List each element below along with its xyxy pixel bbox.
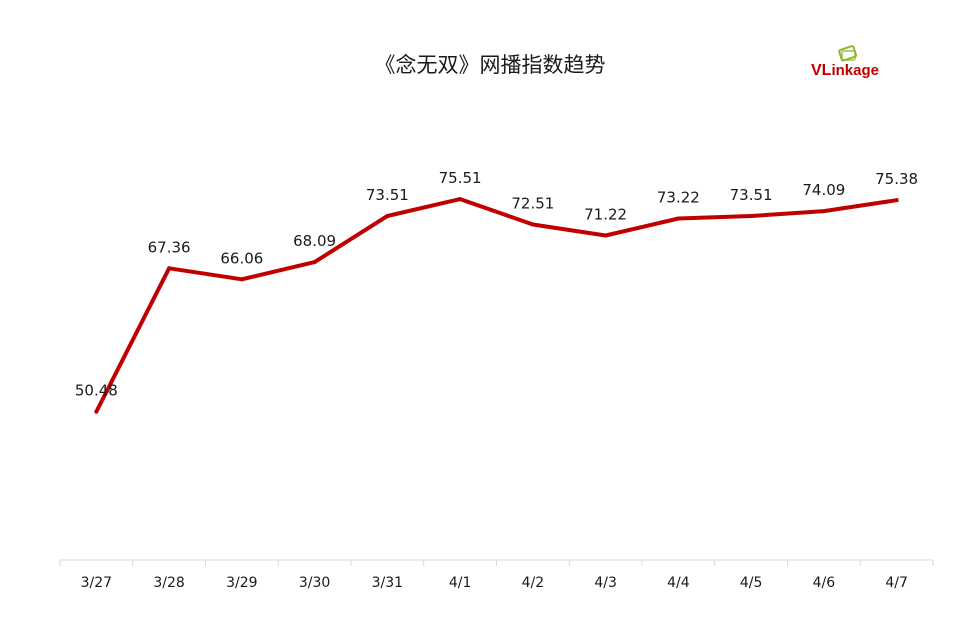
x-tick-label: 3/30	[299, 575, 330, 591]
chart-title: 《念无双》网播指数趋势	[375, 53, 606, 77]
x-tick-label: 4/1	[449, 575, 472, 591]
x-tick-label: 4/5	[740, 575, 763, 591]
x-tick-label: 3/28	[153, 575, 184, 591]
x-tick-label: 3/31	[372, 575, 403, 591]
x-tick-label: 4/7	[885, 575, 908, 591]
data-label: 74.09	[802, 181, 845, 199]
data-point	[385, 214, 390, 219]
data-label: 75.51	[439, 169, 482, 187]
data-label: 50.48	[75, 382, 118, 400]
data-point	[894, 198, 899, 203]
x-tick-label: 3/27	[81, 575, 112, 591]
data-point	[676, 216, 681, 221]
x-axis	[59, 559, 934, 566]
vlinkage-logo: VLinkage	[811, 45, 879, 79]
x-tick-labels: 3/27 3/28 3/29 3/30 3/31 4/1 4/2 4/3 4/4 4/5 4/6 4/…	[81, 575, 908, 591]
data-point	[821, 209, 826, 214]
data-labels: 50.48 67.36 66.06 68.09 73.51 75.51 72.51 71.22…	[75, 169, 918, 400]
x-tick-label: 4/3	[594, 575, 617, 591]
logo-mark-icon	[838, 45, 858, 62]
data-label: 73.51	[730, 186, 773, 204]
series-layer	[94, 197, 899, 414]
data-label: 68.09	[293, 232, 336, 250]
data-point	[530, 222, 535, 227]
data-point	[749, 214, 754, 219]
data-label: 67.36	[148, 238, 191, 256]
data-point	[239, 277, 244, 282]
x-tick-label: 4/6	[813, 575, 836, 591]
brand-name-rest: inkage	[831, 62, 879, 79]
data-label: 71.22	[584, 205, 627, 223]
brand-name-lead: VL	[811, 62, 832, 79]
data-label: 75.38	[875, 170, 918, 188]
data-point	[458, 197, 463, 202]
x-tick-label: 3/29	[226, 575, 257, 591]
data-label: 66.06	[220, 249, 263, 267]
data-point	[94, 409, 99, 414]
data-point	[312, 260, 317, 265]
data-label: 73.51	[366, 186, 409, 204]
series-line	[94, 197, 899, 414]
data-point	[603, 233, 608, 238]
x-tick-label: 4/2	[522, 575, 545, 591]
data-label: 73.22	[657, 189, 700, 207]
brand-name: VLinkage	[811, 62, 879, 79]
data-label: 72.51	[511, 195, 554, 213]
x-tick-label: 4/4	[667, 575, 690, 591]
data-point	[167, 266, 172, 271]
